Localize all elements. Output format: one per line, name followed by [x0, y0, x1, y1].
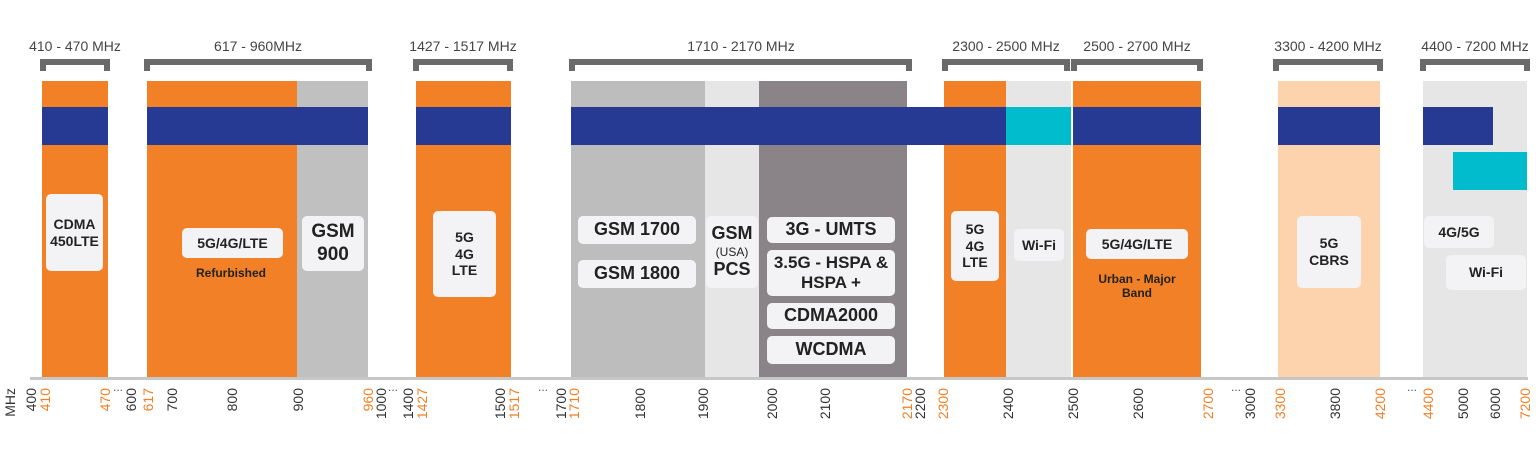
axis-tick-label: 2100 — [817, 388, 833, 420]
range-label: 3300 - 4200 MHz — [1274, 38, 1382, 54]
lte-bar — [571, 107, 1006, 145]
axis-tick-label: 900 — [290, 388, 306, 412]
axis-tick-label: 1800 — [632, 388, 648, 420]
axis-tick-label: 6000 — [1487, 388, 1503, 420]
band-label: 3.5G - HSPA & HSPA + — [767, 250, 895, 296]
lte-bar — [1423, 107, 1493, 145]
band-label: CDMA2000 — [767, 303, 895, 329]
range-label: 2500 - 2700 MHz — [1083, 38, 1191, 54]
axis-tick-label: 3300 — [1272, 388, 1288, 420]
axis-break: ... — [112, 380, 124, 394]
axis-tick-label: 410 — [37, 388, 53, 412]
lte-bar — [147, 107, 368, 145]
range-bracket — [942, 59, 1070, 71]
band-label: Wi-Fi — [1446, 255, 1526, 290]
axis-tick-label: 4200 — [1372, 388, 1388, 420]
axis-break: ... — [1230, 380, 1242, 394]
axis-tick-label: 2500 — [1065, 388, 1081, 420]
band-label: GSM 1800 — [578, 260, 696, 288]
band-label: WCDMA — [767, 336, 895, 364]
range-bracket — [569, 59, 912, 71]
lte-bar — [416, 107, 511, 145]
axis-tick-label: 1000 — [373, 388, 389, 420]
range-label: 2300 - 2500 MHz — [952, 38, 1060, 54]
axis-tick-label: 700 — [164, 388, 180, 412]
range-bracket — [144, 59, 372, 71]
band-label: 5G/4G/LTE — [1086, 229, 1188, 259]
pcs-line: PCS — [713, 259, 751, 280]
axis-tick-label: 1427 — [414, 388, 430, 420]
range-label: 617 - 960MHz — [214, 38, 302, 54]
range-label: 410 - 470 MHz — [29, 38, 121, 54]
axis-tick-label: 1900 — [695, 388, 711, 420]
band-label: GSM 1700 — [578, 216, 696, 244]
axis-tick-label: 2700 — [1200, 388, 1216, 420]
axis-break: ... — [1406, 380, 1418, 394]
range-bracket — [1071, 59, 1203, 71]
band-label: 5G 4G LTE — [951, 211, 999, 281]
axis-tick-label: 4400 — [1420, 388, 1436, 420]
frequency-axis — [30, 377, 1528, 380]
axis-tick-label: 1517 — [506, 388, 522, 420]
range-label: 4400 - 7200 MHz — [1421, 38, 1529, 54]
axis-tick-label: 2200 — [912, 388, 928, 420]
band-label: 4G/5G — [1424, 216, 1494, 248]
wifi-bar — [1453, 152, 1527, 190]
axis-tick-label: 3000 — [1242, 388, 1258, 420]
axis-tick-label: 3800 — [1327, 388, 1343, 420]
axis-break: ... — [537, 380, 549, 394]
band-sublabel: Urban - Major Band — [1098, 272, 1176, 300]
pcs-line: GSM — [711, 223, 753, 244]
range-bracket — [40, 59, 110, 71]
axis-tick-label: 2600 — [1130, 388, 1146, 420]
axis-tick-label: 2400 — [1000, 388, 1016, 420]
axis-tick-label: 5000 — [1455, 388, 1471, 420]
band-label: 5G CBRS — [1297, 216, 1361, 288]
band-label: CDMA 450LTE — [46, 194, 103, 271]
band-label: Wi-Fi — [1014, 229, 1064, 261]
range-bracket — [1273, 59, 1383, 71]
axis-tick-label: 800 — [224, 388, 240, 412]
axis-tick-label: 617 — [140, 388, 156, 412]
band-label: 5G 4G LTE — [433, 211, 496, 297]
wifi-bar — [1006, 107, 1071, 145]
band-label: 5G/4G/LTE — [182, 228, 283, 258]
lte-bar — [1278, 107, 1380, 145]
lte-bar — [1073, 107, 1201, 145]
axis-tick-label: 470 — [97, 388, 113, 412]
band-label: GSM 900 — [302, 216, 364, 271]
band-label-pcs: GSM (USA) PCS — [706, 216, 758, 288]
band-sublabel: Refurbished — [195, 266, 267, 280]
band-label: 3G - UMTS — [767, 217, 895, 243]
range-bracket — [413, 59, 513, 71]
axis-tick-label: 2300 — [935, 388, 951, 420]
range-bracket — [1420, 59, 1530, 71]
axis-tick-label: 600 — [123, 388, 139, 412]
axis-tick-label: 7200 — [1517, 388, 1533, 420]
axis-unit: MHz — [2, 388, 18, 417]
axis-tick-label: 1710 — [566, 388, 582, 420]
range-label: 1710 - 2170 MHz — [687, 38, 795, 54]
axis-break: ... — [387, 380, 399, 394]
lte-bar — [42, 107, 108, 145]
axis-tick-label: 2000 — [764, 388, 780, 420]
pcs-line: (USA) — [715, 244, 749, 259]
range-label: 1427 - 1517 MHz — [409, 38, 517, 54]
